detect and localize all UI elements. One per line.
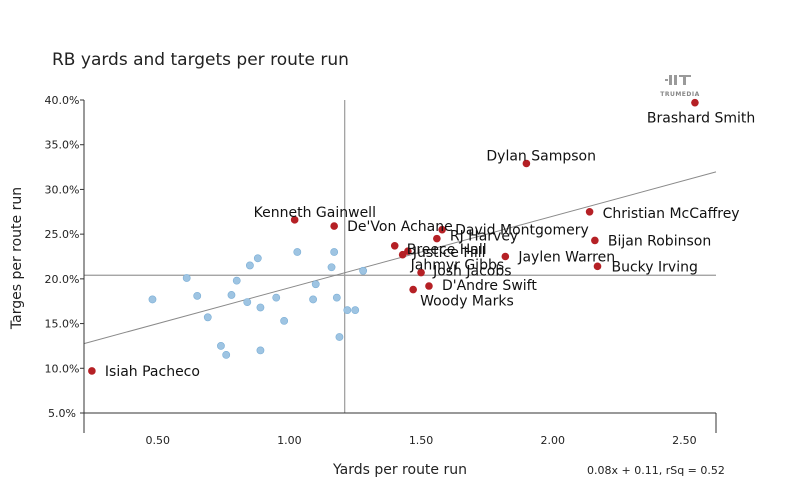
y-tick-label: 5.0%	[48, 407, 76, 420]
highlighted-point	[398, 250, 407, 259]
y-tick-label: 20.0%	[45, 273, 80, 286]
trend-line	[83, 171, 717, 345]
point-label: David Montgomery	[455, 223, 589, 239]
other-point	[272, 293, 281, 302]
other-point	[193, 291, 202, 300]
other-point	[359, 266, 368, 275]
point-label: Breece Hall	[407, 242, 487, 258]
point-label: Jaylen Warren	[517, 250, 615, 266]
highlighted-point	[290, 216, 299, 224]
highlighted-point	[591, 236, 599, 245]
other-point	[227, 291, 236, 299]
highlighted-point	[425, 282, 433, 290]
highlighted-point	[433, 234, 441, 243]
highlighted-point	[390, 241, 399, 250]
highlighted-point	[417, 268, 425, 277]
y-tick-label: 10.0%	[45, 362, 80, 375]
point-label: Brashard Smith	[647, 111, 755, 127]
highlighted-point	[501, 252, 510, 261]
point-label: Kenneth Gainwell	[254, 205, 376, 221]
y-tick-label: 25.0%	[45, 228, 80, 241]
axes: 5.0% 10.0% 15.0% 20.0% 25.0% 30.0% 35.0% 40.0% 0…	[45, 94, 717, 447]
regression-equation: 0.08x + 0.11, rSq = 0.52	[587, 464, 725, 477]
other-point	[332, 293, 341, 302]
x-tick-label: 1.50	[409, 434, 434, 447]
other-point	[309, 295, 317, 304]
other-point	[351, 306, 360, 315]
other-point	[222, 350, 231, 359]
x-tick-label: 2.00	[540, 434, 565, 447]
y-tick-label: 30.0%	[45, 183, 80, 196]
point-label: Christian McCaffrey	[603, 206, 740, 222]
highlighted-point	[522, 159, 531, 168]
other-point	[232, 276, 241, 285]
y-axis-label: Targes per route run	[9, 186, 25, 330]
other-point	[203, 313, 212, 322]
other-point	[253, 254, 262, 263]
point-label: De'Von Achane	[347, 219, 453, 235]
highlighted-points	[88, 98, 699, 375]
point-label: Justice Hill	[412, 245, 486, 261]
trumedia-logo-icon	[665, 75, 691, 85]
highlighted-point	[691, 98, 699, 107]
point-label: Isiah Pacheco	[105, 364, 200, 380]
other-point	[327, 263, 336, 272]
x-tick-label: 0.50	[145, 434, 170, 447]
other-point	[343, 306, 352, 315]
y-tick-label: 15.0%	[45, 318, 80, 331]
point-label: Bijan Robinson	[608, 233, 711, 249]
other-point	[245, 261, 254, 270]
other-point	[182, 274, 191, 282]
trumedia-logo: TRUMEDIA	[660, 73, 700, 98]
other-point	[293, 248, 302, 256]
x-tick-label: 2.50	[672, 434, 697, 447]
highlighted-point	[593, 262, 602, 271]
point-label: RJ Harvey	[450, 229, 518, 245]
highlighted-point	[88, 367, 96, 375]
point-label: Bucky Irving	[612, 259, 698, 275]
point-label: D'Andre Swift	[442, 278, 537, 294]
point-label: Jahmyr Gibbs	[410, 258, 505, 274]
other-point	[148, 295, 157, 304]
other-point	[311, 280, 320, 289]
other-point	[243, 298, 252, 307]
y-tick-label: 35.0%	[45, 139, 80, 152]
other-point	[330, 248, 339, 256]
highlighted-point	[438, 225, 446, 234]
x-tick-label: 1.00	[277, 434, 302, 447]
other-points	[148, 248, 368, 359]
other-point	[335, 333, 344, 341]
other-point	[280, 316, 289, 325]
logo-text: TRUMEDIA	[660, 91, 700, 98]
chart-title: RB yards and targets per route run	[52, 50, 349, 70]
highlighted-point	[409, 285, 417, 294]
other-point	[256, 303, 265, 312]
point-label: Woody Marks	[420, 294, 514, 310]
highlighted-point	[585, 207, 594, 216]
x-axis-label: Yards per route run	[333, 462, 467, 478]
other-point	[217, 342, 225, 350]
regression-line	[83, 171, 717, 345]
point-label: Josh Jacobs	[432, 264, 511, 280]
y-tick-label: 40.0%	[45, 94, 80, 107]
other-point	[256, 346, 265, 355]
highlighted-point	[330, 222, 338, 230]
point-labels: Brashard Smith Dylan Sampson Christian McC…	[105, 111, 755, 380]
point-label: Dylan Sampson	[486, 148, 596, 164]
